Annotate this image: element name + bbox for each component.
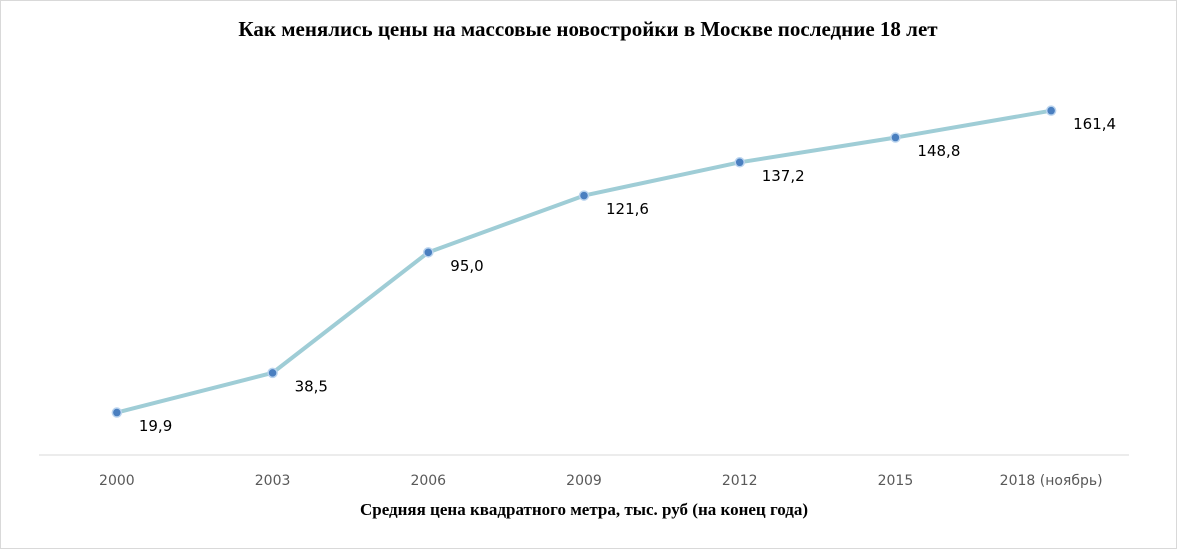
data-point — [578, 190, 590, 201]
data-label: 19,9 — [139, 417, 172, 435]
data-label: 121,6 — [606, 200, 649, 218]
x-tick-label: 2015 — [878, 473, 914, 489]
x-tick-label: 2012 — [722, 473, 758, 489]
x-tick-label: 2003 — [255, 473, 291, 489]
data-label: 148,8 — [917, 142, 960, 160]
data-label: 38,5 — [295, 377, 328, 395]
x-tick-label: 2009 — [566, 473, 602, 489]
data-label: 95,0 — [450, 257, 483, 275]
data-point — [734, 157, 745, 168]
x-axis-label: Средняя цена квадратного метра, тыс. руб… — [360, 500, 808, 519]
x-tick-label: 2018 (ноябрь) — [1000, 473, 1103, 489]
x-tick-label: 2006 — [410, 473, 446, 489]
data-point — [890, 132, 901, 143]
data-label: 161,4 — [1073, 115, 1116, 133]
x-tick-label: 2000 — [99, 473, 135, 489]
data-point — [423, 247, 434, 258]
data-point — [1045, 105, 1057, 116]
data-point — [111, 407, 123, 418]
data-point — [267, 367, 278, 379]
data-label: 137,2 — [762, 167, 805, 185]
chart-title: Как менялись цены на массовые новостройк… — [238, 17, 938, 41]
